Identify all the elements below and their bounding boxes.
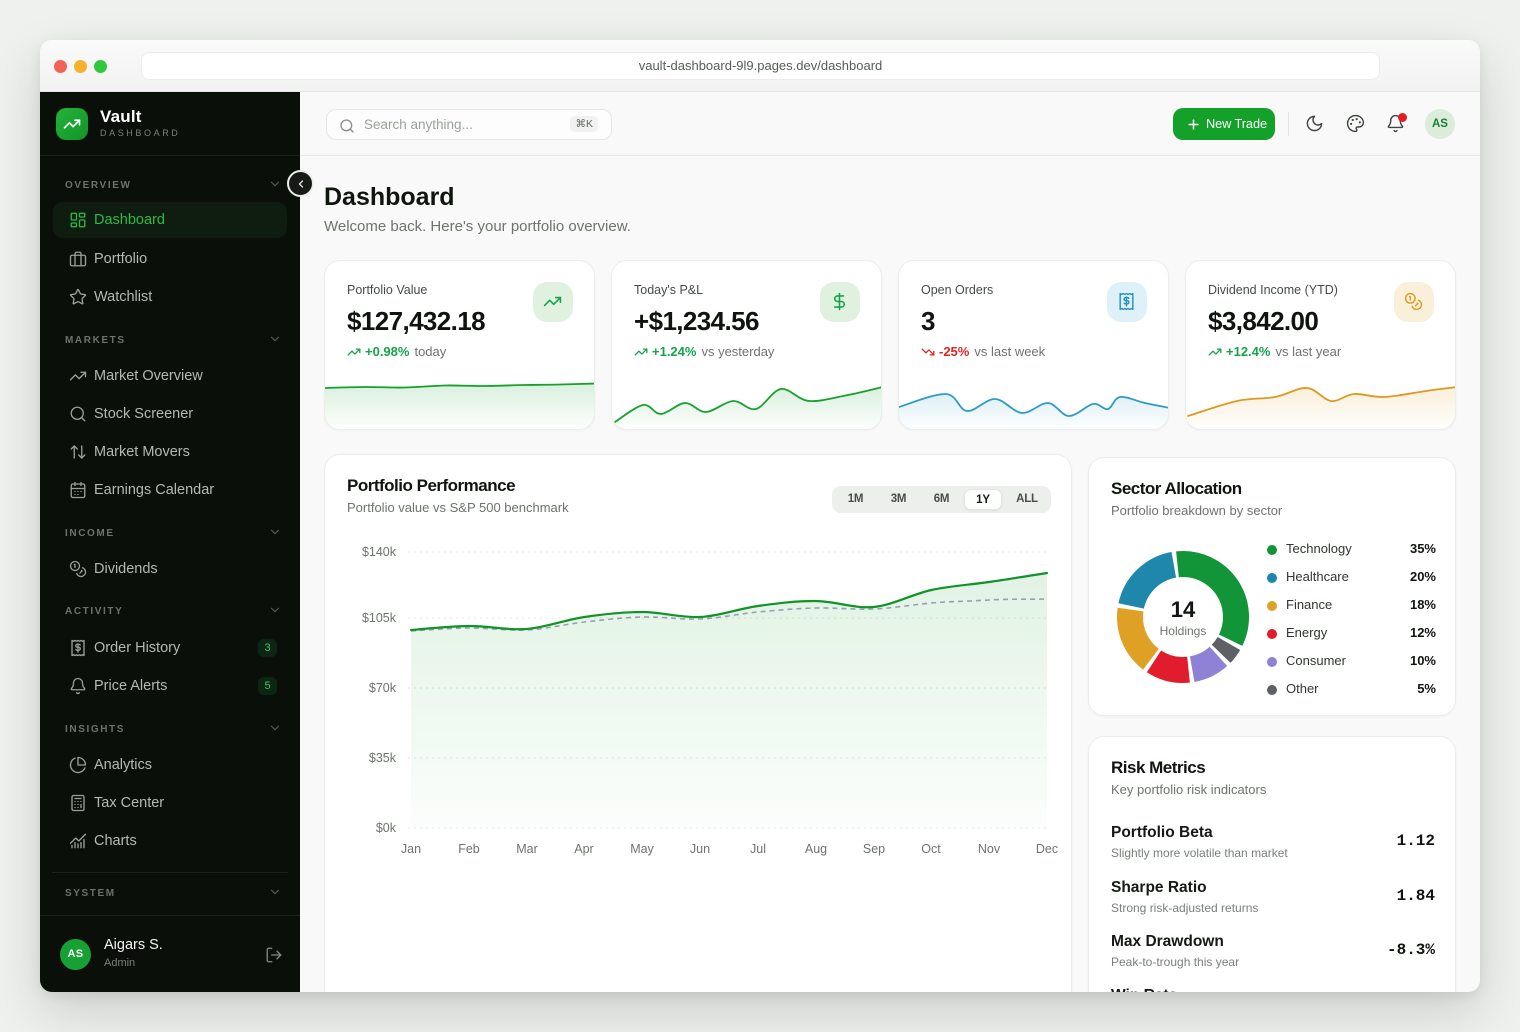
svg-text:Jul: Jul (750, 842, 766, 856)
svg-text:Sep: Sep (863, 842, 885, 856)
svg-text:Jun: Jun (690, 842, 710, 856)
svg-text:Oct: Oct (921, 842, 941, 856)
svg-text:Feb: Feb (458, 842, 480, 856)
svg-text:Nov: Nov (978, 842, 1001, 856)
svg-text:$140k: $140k (362, 545, 397, 559)
svg-text:$70k: $70k (369, 681, 397, 695)
svg-text:$0k: $0k (376, 821, 397, 835)
svg-text:Jan: Jan (401, 842, 421, 856)
svg-text:Mar: Mar (516, 842, 538, 856)
svg-text:$105k: $105k (362, 611, 397, 625)
svg-text:$35k: $35k (369, 751, 397, 765)
svg-text:Apr: Apr (574, 842, 593, 856)
svg-text:May: May (630, 842, 654, 856)
svg-text:Dec: Dec (1036, 842, 1058, 856)
svg-text:Aug: Aug (805, 842, 827, 856)
